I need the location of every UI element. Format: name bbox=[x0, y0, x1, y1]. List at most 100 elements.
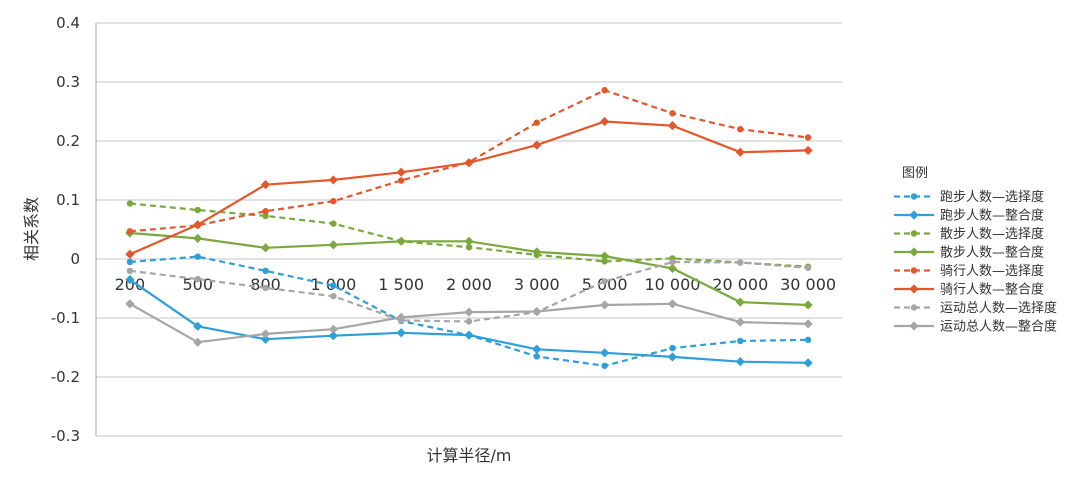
data-point bbox=[464, 158, 474, 168]
data-point bbox=[532, 306, 542, 317]
data-point bbox=[600, 251, 610, 261]
y-tick-label: -0.1 bbox=[51, 309, 80, 327]
legend-label: 骑行人数—整合度 bbox=[940, 282, 1044, 298]
data-point bbox=[262, 208, 269, 215]
data-point bbox=[328, 331, 338, 341]
x-tick-label: 1 500 bbox=[378, 275, 424, 294]
data-point bbox=[125, 299, 135, 309]
data-point bbox=[262, 284, 269, 292]
y-axis-ticks: 0.4 0.3 0.2 0.1 0 -0.1 -0.2 -0.3 bbox=[51, 14, 80, 445]
data-point bbox=[910, 304, 918, 311]
data-point bbox=[533, 119, 541, 126]
data-point bbox=[464, 236, 474, 246]
data-point bbox=[465, 318, 473, 325]
data-point bbox=[328, 324, 338, 334]
data-point bbox=[465, 244, 473, 251]
data-point bbox=[601, 362, 608, 369]
data-point bbox=[396, 328, 406, 338]
series-line bbox=[129, 202, 809, 268]
data-point bbox=[126, 228, 134, 235]
legend-entry: 骑行人数—选择度 bbox=[894, 263, 1044, 279]
series-6 bbox=[125, 116, 813, 259]
legend-entries: 跑步人数—选择度跑步人数—整合度散步人数—选择度散步人数—整合度骑行人数—选择度… bbox=[894, 189, 1057, 335]
data-point bbox=[396, 167, 406, 177]
data-point bbox=[909, 284, 919, 294]
y-tick-label: 0 bbox=[70, 250, 80, 268]
data-point bbox=[260, 180, 271, 190]
legend-entry: 散步人数—选择度 bbox=[894, 226, 1044, 242]
legend-entry: 骑行人数—整合度 bbox=[894, 282, 1044, 298]
data-point bbox=[330, 220, 337, 227]
x-tick-label: 200 bbox=[115, 275, 146, 294]
data-point bbox=[194, 206, 201, 214]
series-lines bbox=[125, 87, 813, 369]
data-point bbox=[328, 175, 338, 185]
data-point bbox=[193, 321, 203, 331]
y-tick-label: -0.2 bbox=[51, 368, 80, 386]
legend-label: 散步人数—整合度 bbox=[940, 245, 1044, 261]
legend-title: 图例 bbox=[902, 166, 928, 181]
y-tick-label: 0.2 bbox=[56, 132, 80, 150]
data-point bbox=[600, 348, 610, 358]
series-8 bbox=[125, 299, 813, 347]
x-tick-label: 3 000 bbox=[514, 275, 560, 294]
data-point bbox=[193, 233, 203, 243]
data-point bbox=[194, 275, 201, 283]
data-point bbox=[804, 264, 812, 272]
data-point bbox=[737, 337, 744, 345]
data-point bbox=[601, 87, 608, 94]
data-point bbox=[126, 200, 134, 207]
data-point bbox=[909, 210, 919, 220]
data-point bbox=[533, 353, 541, 360]
data-point bbox=[737, 259, 744, 266]
legend-label: 骑行人数—选择度 bbox=[940, 263, 1044, 279]
x-tick-label: 20 000 bbox=[712, 275, 768, 294]
y-tick-label: 0.3 bbox=[56, 73, 80, 91]
data-point bbox=[735, 297, 745, 307]
data-point bbox=[669, 344, 676, 352]
legend-entry: 散步人数—整合度 bbox=[894, 245, 1044, 261]
data-point bbox=[600, 300, 610, 310]
data-point bbox=[909, 247, 919, 257]
data-point bbox=[126, 267, 134, 274]
data-point bbox=[735, 317, 745, 327]
data-point bbox=[194, 253, 201, 260]
data-point bbox=[667, 352, 678, 362]
legend-entry: 运动总人数—选择度 bbox=[894, 300, 1057, 316]
data-point bbox=[330, 197, 337, 205]
x-tick-label: 2 000 bbox=[446, 275, 492, 294]
data-point bbox=[260, 334, 271, 344]
data-point bbox=[262, 212, 269, 220]
x-tick-label: 800 bbox=[250, 275, 281, 294]
data-point bbox=[126, 258, 134, 266]
legend-label: 跑步人数—选择度 bbox=[940, 189, 1044, 205]
x-tick-label: 10 000 bbox=[644, 275, 700, 294]
legend-label: 散步人数—选择度 bbox=[940, 226, 1044, 242]
data-point bbox=[803, 300, 813, 310]
data-point bbox=[803, 358, 813, 368]
data-point bbox=[464, 307, 474, 317]
data-point bbox=[667, 121, 678, 131]
data-point bbox=[330, 292, 337, 300]
data-point bbox=[193, 220, 203, 230]
data-point bbox=[125, 249, 135, 259]
data-point bbox=[330, 282, 337, 289]
data-point bbox=[601, 278, 608, 285]
legend-label: 运动总人数—整合度 bbox=[940, 319, 1057, 335]
data-point bbox=[667, 263, 678, 274]
data-point bbox=[601, 258, 608, 265]
y-axis-title: 相关系数 bbox=[22, 197, 41, 261]
data-point bbox=[803, 319, 813, 329]
data-point bbox=[667, 299, 678, 309]
series-line bbox=[129, 89, 809, 233]
data-point bbox=[804, 336, 812, 344]
data-point bbox=[910, 267, 918, 274]
legend-entry: 运动总人数—整合度 bbox=[894, 319, 1057, 335]
series-7 bbox=[126, 258, 812, 325]
data-point bbox=[909, 321, 919, 331]
data-point bbox=[396, 312, 406, 323]
legend-entry: 跑步人数—选择度 bbox=[894, 189, 1044, 205]
data-point bbox=[600, 116, 610, 127]
data-point bbox=[262, 267, 269, 274]
series-4 bbox=[125, 228, 813, 310]
